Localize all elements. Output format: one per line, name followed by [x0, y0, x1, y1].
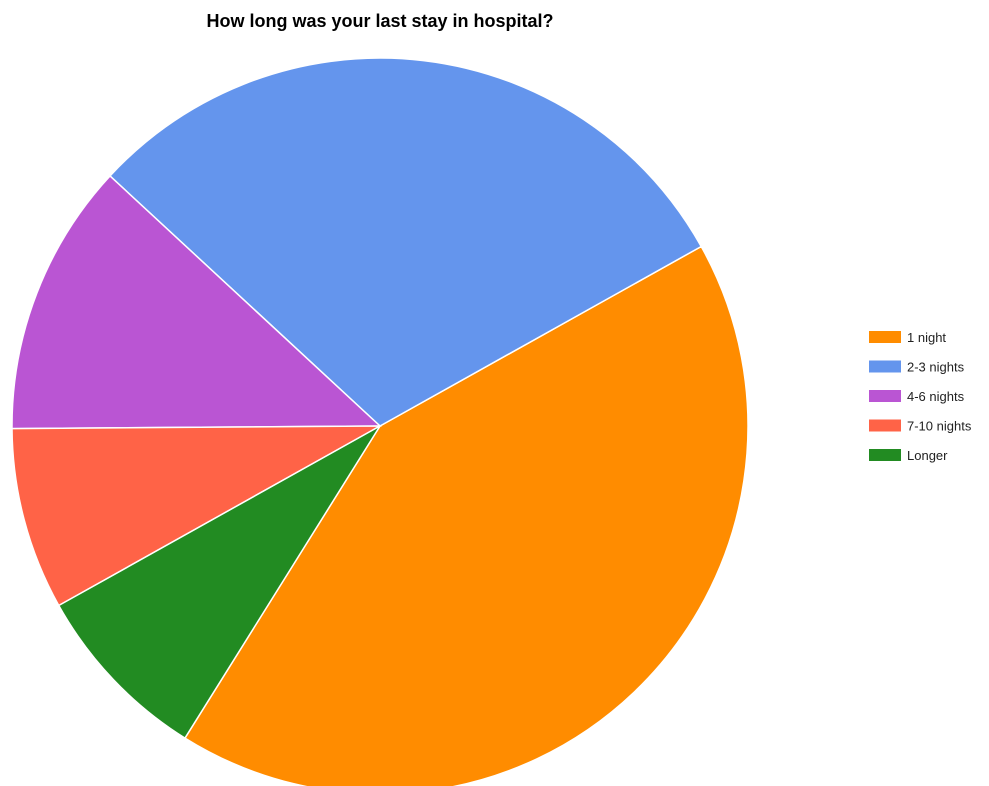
pie-slice-2-3-nights — [108, 57, 703, 427]
pie-slices — [11, 57, 749, 786]
legend-swatch-7-10-nights — [869, 419, 901, 432]
legend-label-longer: Longer — [907, 448, 948, 463]
legend-label-4-6-nights: 4-6 nights — [907, 389, 965, 404]
pie-slice-4-6-nights — [11, 174, 382, 430]
pie-slice-7-10-nights — [11, 425, 381, 607]
pie-slice-longer — [57, 425, 381, 740]
chart-title: How long was your last stay in hospital? — [206, 11, 553, 31]
pie-slice-1-night — [183, 245, 749, 786]
legend-label-2-3-nights: 2-3 nights — [907, 360, 965, 375]
legend-swatch-4-6-nights — [869, 390, 901, 402]
legend-swatch-longer — [869, 449, 901, 461]
legend: 1 night 2-3 nights 4-6 nights 7-10 nights Lo… — [869, 330, 972, 463]
legend-label-1-night: 1 night — [907, 330, 946, 345]
legend-swatch-2-3-nights — [869, 360, 901, 373]
legend-label-7-10-nights: 7-10 nights — [907, 419, 972, 434]
legend-swatch-1-night — [869, 331, 901, 343]
